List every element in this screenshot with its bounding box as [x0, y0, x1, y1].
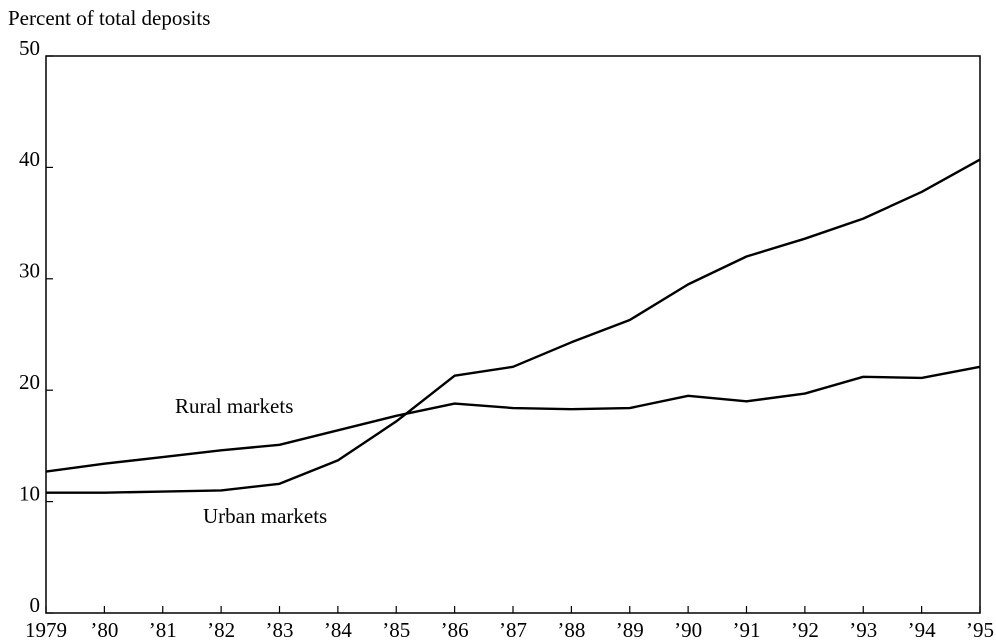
x-tick-label: ’86: [441, 618, 469, 642]
x-tick-label: ’93: [849, 618, 877, 642]
y-tick-label: 50: [19, 36, 40, 60]
x-tick-label: ’95: [966, 618, 994, 642]
y-tick-label: 30: [19, 259, 40, 283]
y-tick-label: 0: [30, 593, 41, 617]
plot-frame: [45, 55, 981, 614]
x-tick-label: ’84: [324, 618, 352, 642]
y-tick-label: 40: [19, 147, 40, 171]
series-line: [46, 158, 981, 494]
x-tick-label: ’94: [908, 618, 936, 642]
x-tick-label: ’90: [674, 618, 702, 642]
x-tick-label: ’83: [266, 618, 294, 642]
series-line: [45, 365, 981, 473]
series-label: Rural markets: [175, 394, 293, 418]
x-tick-label: ’80: [90, 618, 118, 642]
y-tick-label: 10: [19, 481, 40, 505]
x-tick-label: ’87: [499, 618, 527, 642]
y-tick-label: 20: [19, 370, 40, 394]
x-tick-label: ’89: [616, 618, 644, 642]
x-tick-label: ’92: [791, 618, 819, 642]
x-tick-label: ’88: [557, 618, 585, 642]
x-tick-label: ’91: [733, 618, 761, 642]
x-tick-label: ’85: [382, 618, 410, 642]
x-tick-label: ’82: [207, 618, 235, 642]
series-label: Urban markets: [203, 504, 327, 528]
x-tick-label: 1979: [25, 618, 67, 642]
y-axis-label: Percent of total deposits: [8, 6, 210, 30]
x-tick-label: ’81: [149, 618, 177, 642]
